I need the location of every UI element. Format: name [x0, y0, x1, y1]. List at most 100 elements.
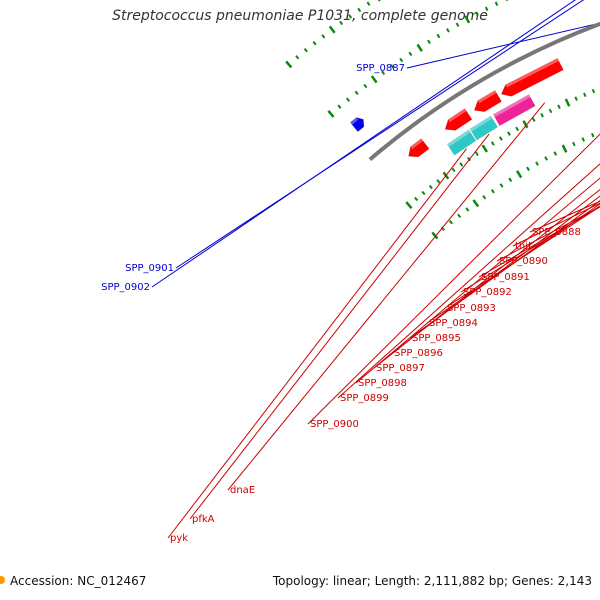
inner-tick [474, 151, 479, 156]
gene-band[interactable] [446, 129, 477, 156]
outer-tick [494, 1, 499, 7]
gene-red-shape [444, 108, 473, 131]
gene-band[interactable] [492, 94, 536, 127]
inner-tick [499, 183, 504, 188]
map-title: Streptococcus pneumoniae P1031, complete… [112, 8, 488, 24]
inner-tick [451, 167, 456, 173]
outer-tick [339, 20, 344, 26]
outer-tick [327, 110, 335, 118]
outer-tick [390, 64, 395, 69]
inner-tick [544, 156, 548, 161]
outer-tick [295, 55, 300, 60]
outer-tick [321, 34, 326, 39]
gene-label-blue[interactable]: SPP_0887 [356, 63, 405, 74]
feature-layer [0, 57, 564, 584]
outer-tick [363, 83, 368, 89]
gene-label-red-leader [307, 133, 600, 425]
gene-label-red[interactable]: SPP_0895 [412, 333, 461, 344]
gene-red[interactable] [405, 138, 430, 161]
inner-tick [515, 126, 520, 132]
outer-tick [337, 104, 342, 109]
gene-label-red[interactable]: SPP_0893 [447, 303, 496, 314]
outer-tick [399, 57, 404, 63]
gene-band[interactable] [469, 115, 498, 141]
outer-tick [345, 97, 351, 102]
inner-tick [531, 117, 536, 122]
accession-text: Accession: NC_012467 [10, 574, 147, 588]
gene-label-red[interactable]: SPP_0891 [481, 272, 530, 283]
outer-tick [408, 51, 413, 57]
gene-label-red-leader [167, 148, 467, 539]
gene-red[interactable] [471, 89, 502, 115]
gene-label-red-leader [391, 195, 600, 354]
outer-tick [505, 0, 509, 2]
gene-label-red-leader [373, 189, 600, 369]
outer-tick [303, 47, 308, 53]
inner-tick [508, 177, 513, 182]
gene-label-red[interactable]: SPP_0892 [463, 287, 512, 298]
outer-tick [416, 43, 423, 52]
outer-tick [446, 28, 450, 33]
inner-tick [540, 113, 544, 118]
inner-tick [498, 136, 503, 141]
gene-label-red[interactable]: dnaE [230, 485, 255, 496]
inner-tick [581, 137, 585, 142]
gene-label-red[interactable]: SPP_0900 [310, 419, 359, 430]
inner-tick [535, 161, 539, 166]
inner-tick [572, 141, 576, 147]
inner-tick [590, 132, 595, 138]
gene-forward[interactable] [349, 115, 367, 133]
inner-tick [459, 162, 464, 167]
outer-tick [381, 70, 386, 75]
gene-label-red-leader [512, 202, 600, 247]
gene-label-red-leader [478, 206, 600, 278]
gene-red[interactable] [441, 108, 473, 135]
gene-red[interactable] [498, 57, 564, 100]
gene-label-red[interactable]: SPP_0890 [499, 256, 548, 267]
gene-label-red-leader [409, 200, 600, 339]
inner-tick [405, 201, 413, 209]
label-layer: 805 kbp810 kbp815 kbp820 kbp825 kbp830 k… [101, 63, 581, 544]
gene-label-red[interactable]: SPP_0899 [340, 393, 389, 404]
inner-tick [414, 196, 419, 202]
legend-marker-icon [0, 576, 5, 584]
gene-label-blue-leader [151, 0, 577, 288]
outer-tick [312, 41, 317, 46]
gene-band-highlight [493, 94, 531, 118]
gene-label-red[interactable]: SPP_0898 [358, 378, 407, 389]
gene-label-blue[interactable]: SPP_0902 [101, 282, 150, 293]
gene-red-shape [473, 89, 502, 112]
gene-label-red-leader [529, 200, 600, 233]
gene-label-blue[interactable]: SPP_0901 [125, 263, 174, 274]
gene-label-red[interactable]: SPP_0897 [376, 363, 425, 374]
gene-red-shape [500, 57, 564, 97]
gene-red-highlight [410, 138, 424, 150]
genome-backbone [368, 21, 600, 162]
outer-tick [484, 6, 489, 12]
outer-tick [285, 60, 293, 69]
inner-tick [526, 166, 530, 172]
gene-band-shape [469, 115, 498, 141]
inner-tick [591, 88, 596, 94]
inner-tick [421, 190, 426, 196]
inner-tick [564, 98, 571, 107]
gene-label-red[interactable]: pyk [170, 533, 188, 544]
gene-forward-highlight [350, 117, 359, 125]
outer-tick [357, 7, 362, 13]
gene-label-red-leader [355, 177, 600, 384]
gene-red-highlight [477, 90, 497, 104]
gene-label-red[interactable]: SPP_0896 [394, 348, 443, 359]
inner-tick [553, 151, 558, 156]
gene-red-highlight [448, 108, 467, 123]
inner-tick [448, 220, 453, 225]
outer-tick [370, 75, 378, 84]
outer-tick [475, 11, 479, 17]
gene-label-red[interactable]: SPP_0894 [429, 318, 478, 329]
inner-tick [561, 144, 568, 153]
inner-tick [574, 96, 578, 101]
gene-label-red[interactable]: thiI [515, 241, 531, 252]
gene-label-red[interactable]: pfkA [192, 514, 215, 525]
gene-forward-shape [349, 117, 365, 133]
gene-label-red[interactable]: SPP_0888 [532, 227, 581, 238]
